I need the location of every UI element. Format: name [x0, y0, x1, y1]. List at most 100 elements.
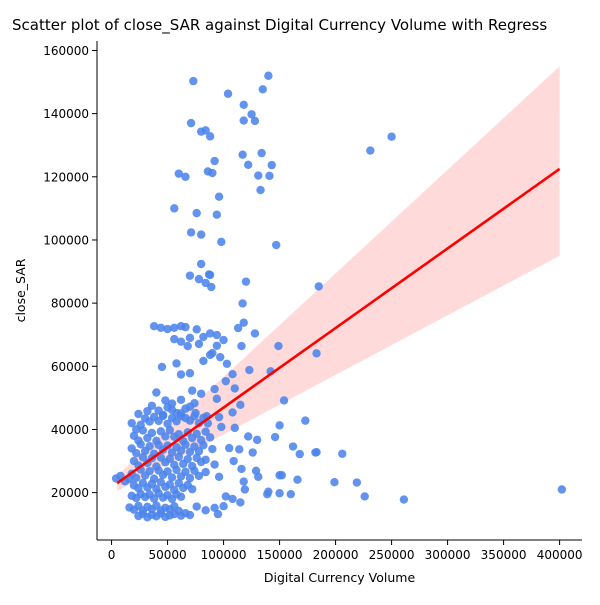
x-tick-label: 250000	[369, 548, 415, 562]
data-point	[264, 71, 273, 80]
data-point	[257, 148, 266, 158]
data-point	[157, 362, 167, 372]
data-point	[167, 473, 177, 482]
data-point	[196, 259, 206, 269]
axes-layer	[96, 41, 582, 541]
data-point	[127, 418, 136, 428]
data-point	[279, 396, 289, 405]
data-point	[229, 456, 238, 466]
data-point	[201, 506, 210, 515]
data-point	[267, 160, 276, 170]
y-tick-label: 100000	[43, 233, 89, 247]
data-point	[557, 485, 567, 494]
data-point	[239, 116, 248, 125]
data-point	[248, 448, 257, 457]
data-point	[270, 432, 280, 442]
data-point	[217, 422, 226, 432]
x-axis-label: Digital Currency Volume	[264, 570, 416, 585]
data-point	[147, 428, 157, 438]
data-point	[293, 475, 302, 484]
data-point	[301, 416, 310, 425]
x-tick-label: 300000	[425, 548, 471, 562]
data-point	[185, 271, 195, 280]
data-point	[172, 359, 181, 368]
data-point	[201, 467, 210, 477]
data-point	[210, 384, 219, 394]
data-point	[181, 322, 190, 332]
data-point	[217, 237, 226, 247]
data-point	[199, 356, 208, 366]
data-point	[145, 466, 154, 476]
data-point	[132, 448, 141, 458]
y-axis-label: close_SAR	[13, 258, 28, 322]
data-point	[165, 454, 175, 464]
data-point	[185, 510, 195, 520]
data-point	[174, 429, 183, 439]
data-point	[181, 440, 190, 449]
data-point	[223, 89, 233, 98]
data-point	[244, 432, 253, 441]
data-point	[194, 471, 204, 481]
data-point	[138, 426, 148, 435]
data-point	[161, 396, 170, 405]
data-point	[221, 492, 231, 501]
data-point	[185, 369, 195, 378]
data-point	[196, 230, 206, 239]
y-ticks-layer: 20000 40000 60000 80000 100000 120000 140000 16…	[43, 44, 97, 500]
data-point	[185, 333, 195, 343]
data-point	[165, 425, 175, 435]
data-point	[192, 429, 201, 439]
data-point	[161, 432, 170, 441]
data-point	[189, 76, 198, 86]
data-point	[237, 464, 246, 474]
data-point	[170, 509, 179, 519]
data-point	[338, 449, 347, 458]
data-point	[167, 405, 177, 415]
data-point	[183, 454, 192, 464]
data-point	[254, 472, 263, 482]
data-point	[360, 492, 369, 501]
x-tick-label: 350000	[481, 548, 527, 562]
data-point	[265, 171, 274, 181]
data-point	[387, 132, 396, 141]
data-point	[176, 370, 186, 379]
data-point	[185, 402, 195, 411]
data-point	[219, 335, 228, 345]
data-point	[236, 400, 245, 410]
data-point	[136, 440, 145, 449]
data-point	[235, 445, 244, 454]
data-point	[312, 349, 321, 358]
data-point	[214, 412, 224, 422]
data-point	[221, 376, 231, 386]
data-point	[230, 384, 239, 393]
data-point	[205, 433, 215, 442]
data-point	[258, 85, 267, 94]
data-point	[239, 477, 248, 486]
data-point	[210, 460, 219, 469]
data-point	[205, 132, 215, 141]
data-point	[183, 341, 192, 351]
y-tick-label: 140000	[43, 107, 89, 121]
data-point	[205, 270, 215, 280]
x-tick-label: 100000	[201, 548, 247, 562]
data-point	[274, 341, 283, 351]
data-point	[199, 332, 208, 342]
data-point	[186, 228, 196, 237]
data-point	[194, 339, 204, 349]
data-point	[275, 421, 284, 430]
data-point	[149, 321, 159, 331]
data-point	[145, 442, 154, 451]
data-point	[239, 100, 248, 109]
data-point	[254, 171, 263, 180]
data-point	[132, 473, 141, 482]
data-point	[194, 447, 204, 456]
data-point	[252, 435, 262, 445]
data-point	[208, 168, 217, 178]
data-point	[212, 394, 222, 404]
data-point	[201, 455, 210, 464]
data-point	[176, 446, 186, 455]
data-point	[288, 442, 298, 451]
data-point	[238, 150, 247, 159]
